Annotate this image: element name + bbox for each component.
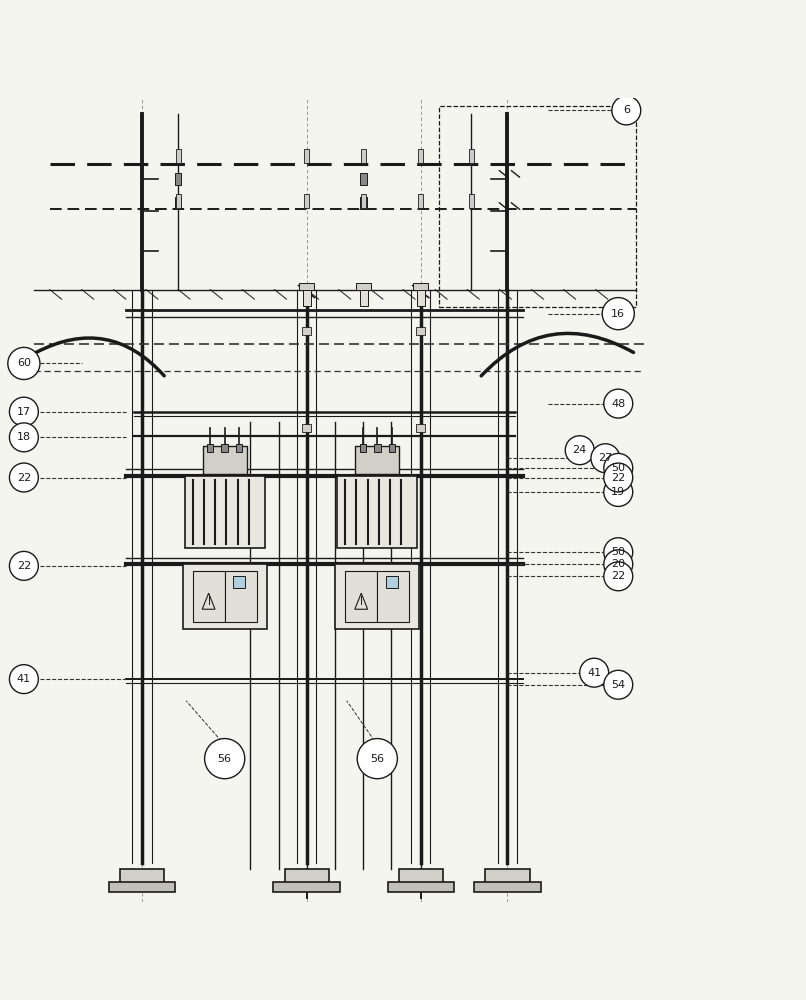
Bar — [193, 571, 225, 622]
Bar — [222, 444, 228, 452]
Bar — [355, 446, 400, 474]
Text: 50: 50 — [611, 547, 625, 557]
Bar — [225, 571, 257, 622]
Text: 41: 41 — [587, 668, 601, 678]
Text: 48: 48 — [611, 399, 625, 409]
Bar — [185, 476, 265, 548]
Bar — [416, 424, 426, 432]
Bar — [485, 869, 530, 886]
Text: 22: 22 — [611, 473, 625, 483]
Bar — [377, 571, 409, 622]
Text: 22: 22 — [17, 473, 31, 483]
Text: 56: 56 — [370, 754, 384, 764]
Bar — [417, 290, 425, 306]
Bar — [301, 327, 311, 335]
Text: 18: 18 — [17, 432, 31, 442]
Circle shape — [591, 444, 620, 473]
Text: 16: 16 — [611, 309, 625, 319]
Bar — [361, 194, 366, 208]
Bar — [299, 283, 314, 290]
Circle shape — [602, 298, 634, 330]
Text: 50: 50 — [611, 463, 625, 473]
Bar — [374, 444, 380, 452]
Circle shape — [604, 478, 633, 506]
Bar — [302, 290, 310, 306]
Circle shape — [8, 347, 40, 380]
Bar — [176, 149, 181, 163]
Text: 41: 41 — [17, 674, 31, 684]
Bar — [120, 869, 164, 886]
Bar — [175, 197, 181, 209]
Bar — [335, 564, 419, 629]
Bar — [233, 576, 245, 588]
Bar — [345, 571, 377, 622]
Text: 22: 22 — [611, 571, 625, 581]
Text: 60: 60 — [17, 358, 31, 368]
Bar — [388, 882, 454, 892]
Text: 27: 27 — [598, 453, 613, 463]
Bar — [236, 444, 243, 452]
Circle shape — [580, 658, 609, 687]
Bar — [361, 149, 366, 163]
Circle shape — [604, 463, 633, 492]
Bar — [304, 149, 309, 163]
Bar — [304, 194, 309, 208]
Bar — [175, 173, 181, 185]
Text: 20: 20 — [611, 559, 625, 569]
Circle shape — [604, 453, 633, 482]
Bar — [359, 290, 368, 306]
Bar — [418, 149, 423, 163]
Circle shape — [604, 550, 633, 579]
Bar — [469, 194, 474, 208]
Bar — [356, 283, 371, 290]
Bar — [399, 869, 442, 886]
Text: 56: 56 — [218, 754, 231, 764]
Bar — [360, 173, 367, 185]
Circle shape — [604, 670, 633, 699]
Text: 24: 24 — [572, 445, 587, 455]
Text: 19: 19 — [611, 487, 625, 497]
Text: 54: 54 — [611, 680, 625, 690]
Circle shape — [205, 739, 245, 779]
Bar — [439, 106, 636, 307]
Bar — [285, 869, 329, 886]
Bar — [301, 424, 311, 432]
Bar — [469, 149, 474, 163]
Bar — [416, 327, 426, 335]
Bar — [176, 194, 181, 208]
Bar — [413, 283, 428, 290]
Circle shape — [10, 463, 39, 492]
Bar — [360, 197, 367, 209]
Circle shape — [10, 665, 39, 694]
Circle shape — [10, 551, 39, 580]
Circle shape — [565, 436, 594, 465]
Bar — [109, 882, 175, 892]
Text: 6: 6 — [623, 105, 629, 115]
Circle shape — [604, 389, 633, 418]
Bar — [182, 564, 267, 629]
Circle shape — [357, 739, 397, 779]
Circle shape — [604, 538, 633, 567]
Circle shape — [612, 96, 641, 125]
Circle shape — [604, 562, 633, 591]
Text: 22: 22 — [17, 561, 31, 571]
Bar — [337, 476, 418, 548]
Bar — [388, 444, 395, 452]
Bar — [202, 446, 247, 474]
Bar — [418, 194, 423, 208]
Bar — [207, 444, 214, 452]
Circle shape — [10, 397, 39, 426]
Bar — [359, 444, 366, 452]
Bar — [386, 576, 398, 588]
Bar — [273, 882, 340, 892]
Text: 17: 17 — [17, 407, 31, 417]
Circle shape — [10, 423, 39, 452]
Bar — [474, 882, 541, 892]
